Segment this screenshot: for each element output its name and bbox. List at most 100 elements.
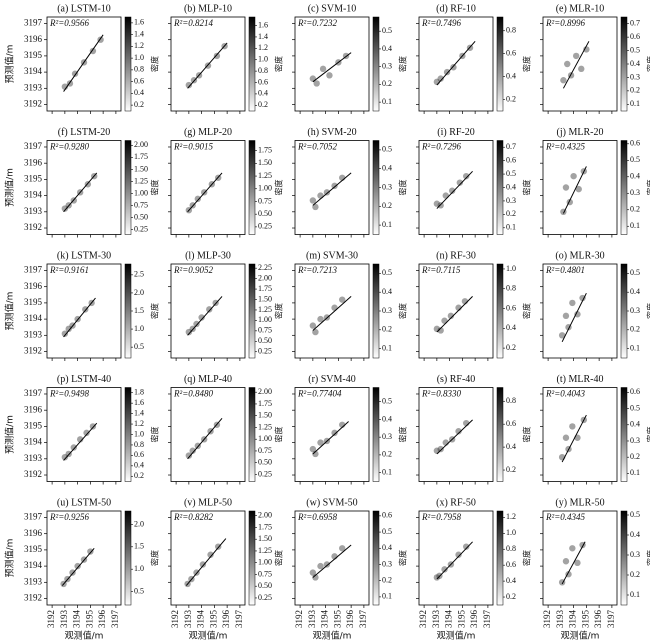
point [199, 561, 207, 568]
point [313, 80, 320, 87]
colorbar-tick-label: 0.1 [630, 221, 640, 230]
colorbar-tick-label: 0.5 [630, 45, 640, 54]
point [185, 328, 193, 336]
colorbar-tick-label: 1.00 [258, 184, 272, 193]
colorbar-tick-label: 0.2 [630, 325, 640, 334]
x-axis-label: 观测值/m [189, 630, 228, 642]
fit-line [312, 52, 352, 83]
colorbar-tick-label: 0.25 [134, 225, 148, 234]
fit-line [312, 544, 352, 578]
colorbar-tick-label: 0.1 [630, 590, 640, 599]
point [189, 447, 196, 454]
colorbar-label: 密度 [150, 56, 160, 72]
point [562, 558, 570, 565]
colorbar-tick-label: 1.2 [506, 512, 516, 521]
colorbar-tick-label: 1.75 [258, 145, 272, 154]
panel-title: (a) LSTM-10 [57, 3, 111, 14]
colorbar-tick-label: 2.0 [134, 519, 144, 528]
colorbar-tick-label: 0.2 [630, 570, 640, 579]
y-tick-label: 3195 [24, 50, 43, 60]
colorbar-tick-label: 0.4 [506, 442, 516, 451]
colorbar-tick-label: 0.3 [630, 436, 640, 445]
colorbar [496, 510, 504, 606]
colorbar-tick-label: 0.1 [382, 592, 392, 601]
colorbar-tick-label: 0.7 [630, 19, 640, 28]
fit-line [312, 172, 352, 206]
point [317, 439, 324, 446]
colorbar [372, 263, 380, 359]
colorbar [620, 140, 628, 235]
colorbar-tick-label: 2.0 [134, 288, 144, 297]
panel-title: (m) SVM-30 [306, 250, 358, 261]
x-tick-label: 3194 [568, 610, 578, 629]
y-axis-label: 预测值/m [4, 539, 16, 578]
fit-line [436, 170, 473, 209]
colorbar-tick-label: 1.50 [258, 534, 272, 543]
colorbar [620, 510, 628, 606]
colorbar-label: 密度 [274, 427, 284, 443]
colorbar-tick-label: 0.3 [630, 306, 640, 315]
point [583, 46, 590, 53]
colorbar-tick-label: 1.25 [258, 171, 272, 180]
colorbar-tick-label: 0.5 [382, 268, 392, 277]
x-tick-label: 3197 [482, 610, 492, 629]
plot-frame [542, 140, 618, 235]
y-tick-label: 3195 [24, 544, 43, 554]
colorbar-tick-label: 0.6 [258, 77, 268, 86]
point [319, 65, 327, 73]
point [65, 325, 72, 333]
point [579, 294, 586, 302]
fit-line [436, 541, 473, 580]
panel-title: (t) MLR-40 [557, 374, 604, 385]
point [331, 429, 338, 437]
plot-frame [418, 263, 494, 359]
x-tick-label: 3196 [469, 610, 479, 629]
colorbar-tick-label: 0.6 [506, 303, 516, 312]
fit-line [187, 172, 223, 213]
colorbar-tick-label: 2.00 [134, 140, 148, 149]
colorbar-tick-label: 1.6 [134, 398, 144, 407]
point [317, 192, 324, 199]
panel-title: (h) SVM-20 [307, 127, 356, 138]
colorbar-tick-label: 0.2 [630, 86, 640, 95]
point [76, 436, 84, 443]
colorbar-tick-label: 0.4 [382, 287, 392, 296]
point [562, 434, 570, 441]
colorbar-label: 密度 [150, 180, 160, 196]
x-tick-label: 3195 [456, 610, 466, 629]
colorbar-tick-label: 0.1 [630, 343, 640, 352]
colorbar-tick-label: 0.6 [382, 511, 392, 520]
y-tick-label: 3192 [24, 346, 42, 356]
point [433, 200, 441, 207]
colorbar-tick-label: 0.4 [382, 164, 392, 173]
colorbar-tick-label: 0.3 [382, 559, 392, 568]
colorbar-tick-label: 1.6 [258, 20, 268, 29]
x-tick-label: 3192 [542, 610, 552, 628]
colorbar [372, 16, 380, 112]
colorbar-tick-label: 0.1 [382, 97, 392, 106]
colorbar-tick-label: 0.6 [506, 560, 516, 569]
x-tick-label: 3192 [170, 610, 180, 628]
colorbar-tick-label: 0.1 [630, 468, 640, 477]
x-tick-label: 3192 [294, 610, 304, 628]
colorbar-tick-label: 0.3 [630, 550, 640, 559]
fit-line [561, 292, 587, 343]
colorbar-label: 密度 [150, 550, 160, 566]
plot-frame [46, 510, 122, 606]
colorbar-tick-label: 0.2 [382, 79, 392, 88]
plot-frame [418, 140, 494, 235]
colorbar-tick-label: 1.50 [258, 158, 272, 167]
point [447, 312, 455, 320]
colorbar-tick-label: 1.50 [258, 411, 272, 420]
colorbar-tick-label: 1.75 [258, 284, 272, 293]
colorbar-label: 密度 [522, 550, 532, 566]
colorbar-tick-label: 0.75 [258, 569, 272, 578]
plot-frame [46, 387, 122, 482]
colorbar-tick-label: 1.50 [258, 294, 272, 303]
colorbar-tick-label: 1.00 [134, 188, 148, 197]
point [185, 81, 193, 89]
point [87, 548, 94, 555]
colorbar-tick-label: 0.2 [382, 325, 392, 334]
colorbar-tick-label: 0.5 [630, 510, 640, 519]
panel-title: (i) RF-20 [437, 127, 475, 138]
